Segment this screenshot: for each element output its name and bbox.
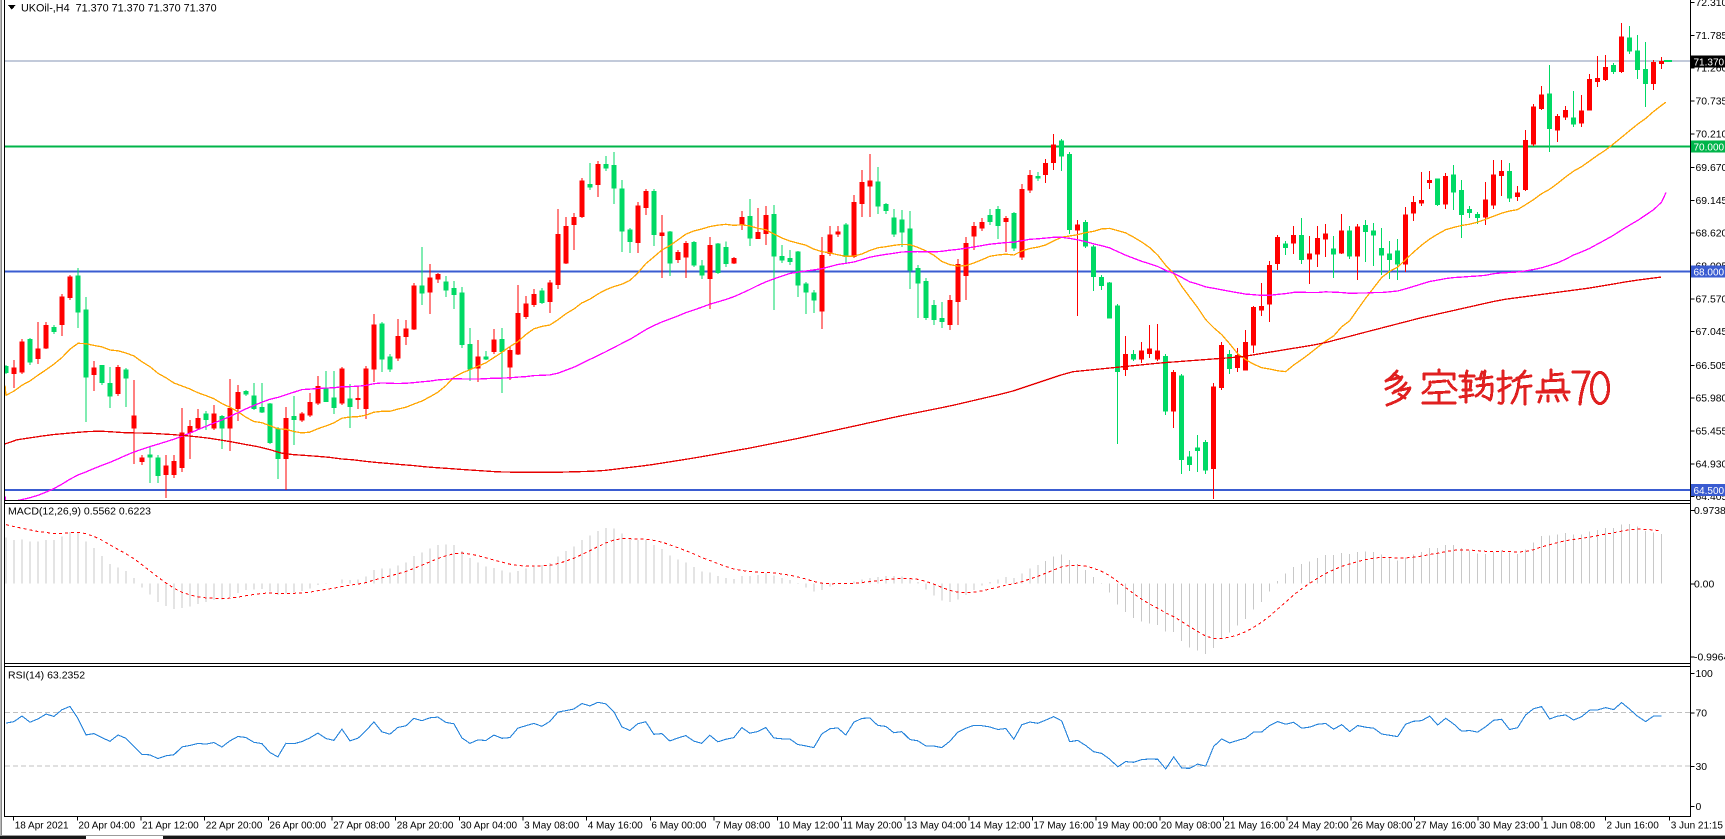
svg-text:30 May 23:00: 30 May 23:00 bbox=[1479, 821, 1540, 832]
svg-text:UKOil-,H4 71.370 71.370 71.37: UKOil-,H4 71.370 71.370 71.370 71.370 bbox=[21, 3, 217, 15]
svg-text:64.500: 64.500 bbox=[1694, 486, 1725, 497]
svg-text:3 May 08:00: 3 May 08:00 bbox=[524, 821, 579, 832]
svg-text:11 May 20:00: 11 May 20:00 bbox=[842, 821, 902, 832]
svg-text:17 May 16:00: 17 May 16:00 bbox=[1033, 821, 1094, 832]
svg-text:70.210: 70.210 bbox=[1696, 129, 1725, 140]
svg-text:26 May 08:00: 26 May 08:00 bbox=[1352, 821, 1413, 832]
svg-text:3 Jun 21:15: 3 Jun 21:15 bbox=[1671, 821, 1724, 832]
svg-text:24 May 20:00: 24 May 20:00 bbox=[1288, 821, 1349, 832]
svg-text:27 Apr 08:00: 27 Apr 08:00 bbox=[333, 821, 390, 832]
svg-text:13 May 04:00: 13 May 04:00 bbox=[906, 821, 967, 832]
svg-text:19 May 00:00: 19 May 00:00 bbox=[1097, 821, 1158, 832]
svg-text:0: 0 bbox=[1696, 802, 1702, 813]
svg-text:21 May 16:00: 21 May 16:00 bbox=[1224, 821, 1285, 832]
svg-text:2 Jun 16:00: 2 Jun 16:00 bbox=[1607, 821, 1660, 832]
svg-text:30: 30 bbox=[1696, 762, 1708, 773]
svg-text:26 Apr 00:00: 26 Apr 00:00 bbox=[269, 821, 326, 832]
svg-text:69.670: 69.670 bbox=[1696, 163, 1725, 174]
svg-text:68.620: 68.620 bbox=[1696, 229, 1725, 240]
svg-text:21 Apr 12:00: 21 Apr 12:00 bbox=[142, 821, 199, 832]
svg-text:4 May 16:00: 4 May 16:00 bbox=[588, 821, 643, 832]
svg-text:71.260: 71.260 bbox=[1696, 64, 1725, 75]
svg-text:70: 70 bbox=[1696, 709, 1708, 720]
svg-text:10 May 12:00: 10 May 12:00 bbox=[779, 821, 840, 832]
svg-text:64.930: 64.930 bbox=[1696, 459, 1725, 470]
svg-text:20 May 08:00: 20 May 08:00 bbox=[1161, 821, 1222, 832]
svg-text:-0.9964: -0.9964 bbox=[1694, 653, 1725, 664]
svg-text:66.505: 66.505 bbox=[1696, 361, 1725, 372]
svg-text:70.735: 70.735 bbox=[1696, 97, 1725, 108]
svg-text:0.9738: 0.9738 bbox=[1694, 506, 1725, 517]
svg-text:65.980: 65.980 bbox=[1696, 394, 1725, 405]
svg-text:68.000: 68.000 bbox=[1694, 268, 1725, 279]
svg-text:18 Apr 2021: 18 Apr 2021 bbox=[15, 821, 69, 832]
svg-text:67.570: 67.570 bbox=[1696, 294, 1725, 305]
svg-text:70.000: 70.000 bbox=[1694, 143, 1725, 154]
svg-text:64.405: 64.405 bbox=[1696, 492, 1725, 503]
svg-text:6 May 00:00: 6 May 00:00 bbox=[651, 821, 706, 832]
svg-text:69.145: 69.145 bbox=[1696, 196, 1725, 207]
svg-text:27 May 16:00: 27 May 16:00 bbox=[1415, 821, 1476, 832]
svg-text:RSI(14) 63.2352: RSI(14) 63.2352 bbox=[8, 670, 85, 682]
svg-text:MACD(12,26,9) 0.5562 0.6223: MACD(12,26,9) 0.5562 0.6223 bbox=[8, 506, 151, 518]
svg-text:20 Apr 04:00: 20 Apr 04:00 bbox=[78, 821, 135, 832]
svg-text:30 Apr 04:00: 30 Apr 04:00 bbox=[460, 821, 517, 832]
svg-text:22 Apr 20:00: 22 Apr 20:00 bbox=[206, 821, 263, 832]
svg-text:0.00: 0.00 bbox=[1694, 580, 1714, 591]
svg-text:100: 100 bbox=[1696, 669, 1714, 680]
svg-text:67.045: 67.045 bbox=[1696, 327, 1725, 338]
svg-text:1 Jun 08:00: 1 Jun 08:00 bbox=[1543, 821, 1596, 832]
svg-text:7 May 08:00: 7 May 08:00 bbox=[715, 821, 770, 832]
svg-text:14 May 12:00: 14 May 12:00 bbox=[970, 821, 1031, 832]
svg-text:72.310: 72.310 bbox=[1696, 0, 1725, 9]
svg-text:28 Apr 20:00: 28 Apr 20:00 bbox=[397, 821, 454, 832]
svg-text:71.785: 71.785 bbox=[1696, 31, 1725, 42]
svg-text:65.455: 65.455 bbox=[1696, 427, 1725, 438]
svg-text:71.370: 71.370 bbox=[1694, 57, 1725, 68]
